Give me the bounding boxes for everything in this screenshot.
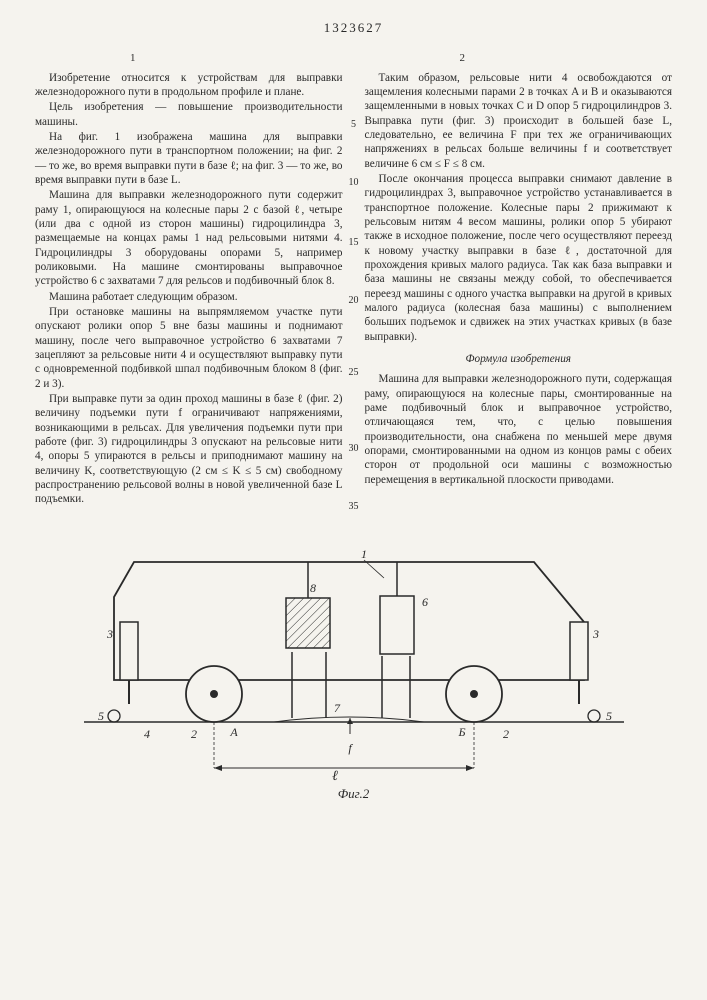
- paragraph: При остановке машины на выпрямляемом уча…: [35, 305, 343, 391]
- paragraph: После окончания процесса выправки снимаю…: [365, 172, 673, 344]
- line-number-marker: 20: [346, 295, 362, 308]
- svg-text:7: 7: [334, 701, 341, 715]
- line-number-marker: 30: [346, 443, 362, 456]
- line-number-marker: 15: [346, 237, 362, 250]
- line-number-marker: 5: [346, 119, 362, 132]
- paragraph: Машина работает следующим образом.: [35, 290, 343, 304]
- line-number-marker: 10: [346, 177, 362, 190]
- svg-text:2: 2: [191, 727, 197, 741]
- svg-text:ℓ: ℓ: [332, 769, 338, 782]
- left-column: 1 Изобретение относится к устройствам дл…: [35, 51, 343, 508]
- svg-text:5: 5: [98, 709, 104, 723]
- svg-text:f: f: [348, 741, 353, 755]
- paragraph: При выправке пути за один проход машины …: [35, 392, 343, 507]
- svg-text:3: 3: [592, 627, 599, 641]
- paragraph: Машина для выправки железнодорожного пут…: [35, 188, 343, 288]
- col-marker-left: 1: [35, 51, 343, 65]
- paragraph: Таким образом, рельсовые нити 4 освобожд…: [365, 71, 673, 171]
- right-column: 2 Таким образом, рельсовые нити 4 освобо…: [365, 51, 673, 508]
- formula-text: Машина для выправки железнодорожного пут…: [365, 372, 673, 487]
- paragraph: Цель изобретения — повышение производите…: [35, 100, 343, 129]
- patent-number: 1323627: [35, 20, 672, 37]
- figure-2-diagram: 4 5 5 8 6 7 1 2 2 3 3 A Бf ℓ: [74, 522, 634, 782]
- right-text: Таким образом, рельсовые нити 4 освобожд…: [365, 71, 673, 344]
- svg-text:A: A: [229, 725, 238, 739]
- col-marker-right: 2: [365, 51, 673, 65]
- line-number-marker: 35: [346, 501, 362, 514]
- svg-text:1: 1: [361, 547, 367, 561]
- line-number-marker: 25: [346, 367, 362, 380]
- svg-text:3: 3: [106, 627, 113, 641]
- svg-text:5: 5: [606, 709, 612, 723]
- svg-text:2: 2: [503, 727, 509, 741]
- figure-area: 4 5 5 8 6 7 1 2 2 3 3 A Бf ℓ Фиг.2: [35, 522, 672, 803]
- svg-text:4: 4: [144, 727, 150, 741]
- figure-label: Фиг.2: [35, 786, 672, 803]
- svg-text:6: 6: [422, 595, 428, 609]
- content-wrapper: 1 Изобретение относится к устройствам дл…: [35, 51, 672, 508]
- formula-title: Формула изобретения: [365, 352, 673, 366]
- left-text: Изобретение относится к устройствам для …: [35, 71, 343, 507]
- svg-text:8: 8: [310, 581, 316, 595]
- paragraph: На фиг. 1 изображена машина для выправки…: [35, 130, 343, 187]
- svg-text:Б: Б: [457, 725, 465, 739]
- paragraph: Изобретение относится к устройствам для …: [35, 71, 343, 100]
